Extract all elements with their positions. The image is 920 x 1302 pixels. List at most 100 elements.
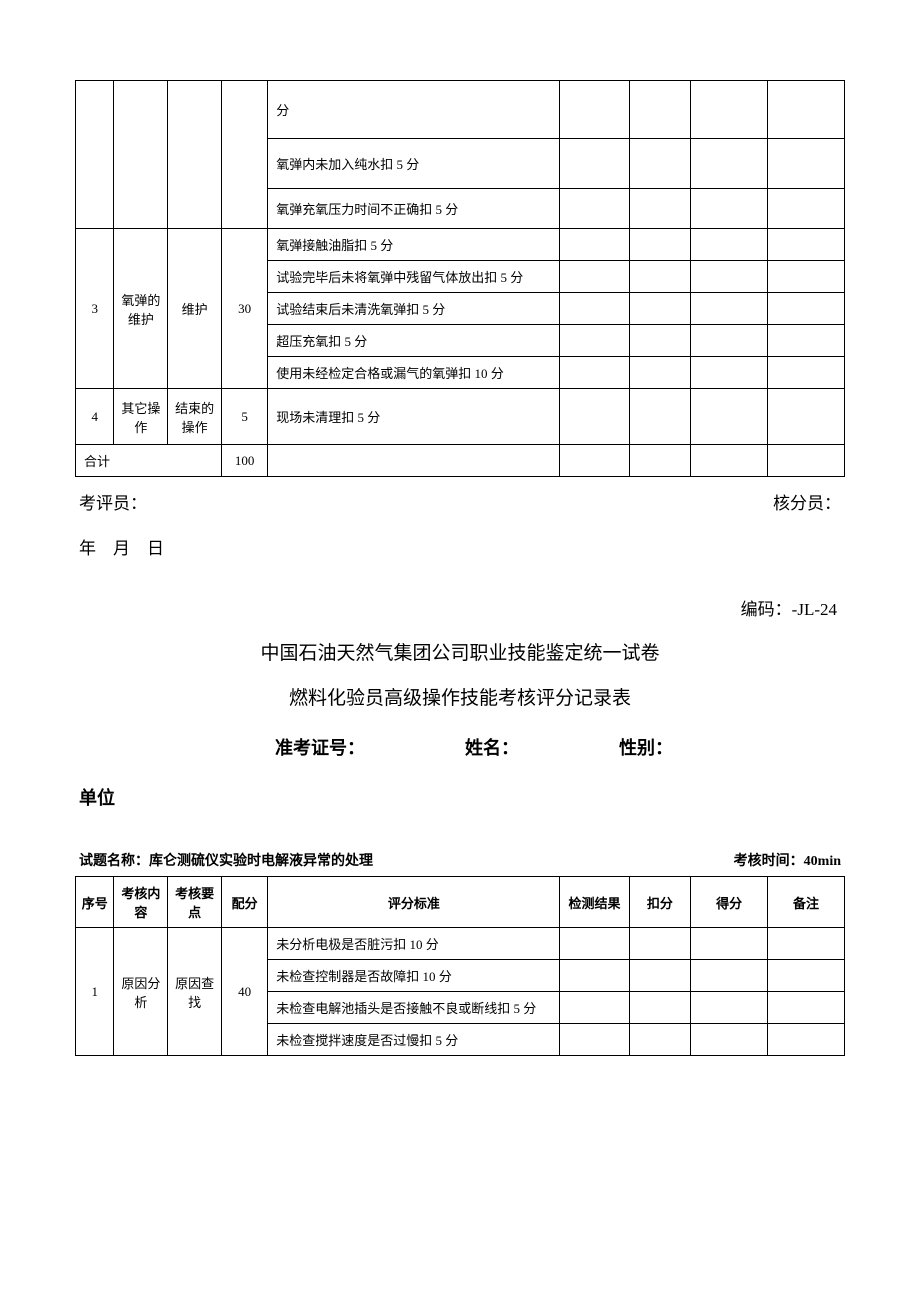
empty-cell: [768, 189, 845, 229]
empty-cell: [629, 357, 691, 389]
empty-cell: [629, 992, 691, 1024]
standard-cell: 氧弹接触油脂扣 5 分: [268, 229, 560, 261]
empty-cell: [560, 325, 629, 357]
header-standard: 评分标准: [268, 877, 560, 928]
header-result: 检测结果: [560, 877, 629, 928]
empty-cell: [629, 960, 691, 992]
code-label: 编码：-JL-24: [75, 595, 845, 620]
cell: 5: [222, 389, 268, 445]
name-label: 姓名：: [465, 734, 519, 760]
empty-cell: [691, 139, 768, 189]
empty-cell: [691, 293, 768, 325]
standard-cell: 未检查搅拌速度是否过慢扣 5 分: [268, 1024, 560, 1056]
cell: 原因分析: [114, 928, 168, 1056]
empty-cell: [691, 445, 768, 477]
cell: 其它操作: [114, 389, 168, 445]
cell: 1: [76, 928, 114, 1056]
empty-cell: [691, 389, 768, 445]
main-title: 中国石油天然气集团公司职业技能鉴定统一试卷: [75, 638, 845, 665]
cell: 结束的操作: [168, 389, 222, 445]
empty-cell: [768, 229, 845, 261]
empty-cell: [768, 992, 845, 1024]
empty-cell: [560, 261, 629, 293]
empty-cell: [560, 81, 629, 139]
empty-cell: [629, 139, 691, 189]
empty-cell: [629, 445, 691, 477]
test-info-row: 试题名称：库仑测硫仪实验时电解液异常的处理 考核时间：40min: [75, 850, 845, 870]
empty-cell: [629, 261, 691, 293]
subtitle: 燃料化验员高级操作技能考核评分记录表: [75, 683, 845, 710]
empty-cell: [629, 389, 691, 445]
empty-cell: [629, 81, 691, 139]
empty-cell: [768, 445, 845, 477]
standard-cell: 试验结束后未清洗氧弹扣 5 分: [268, 293, 560, 325]
empty-cell: [560, 293, 629, 325]
standard-cell: 未检查控制器是否故障扣 10 分: [268, 960, 560, 992]
cell: [114, 81, 168, 229]
cell: 维护: [168, 229, 222, 389]
unit-label: 单位: [75, 784, 845, 810]
empty-cell: [768, 960, 845, 992]
empty-cell: [768, 1024, 845, 1056]
empty-cell: [629, 189, 691, 229]
empty-cell: [629, 293, 691, 325]
empty-cell: [691, 960, 768, 992]
table2-header-row: 序号 考核内容 考核要点 配分 评分标准 检测结果 扣分 得分 备注: [76, 877, 845, 928]
empty-cell: [691, 189, 768, 229]
total-score: 100: [222, 445, 268, 477]
header-deduct: 扣分: [629, 877, 691, 928]
empty-cell: [768, 928, 845, 960]
empty-cell: [560, 445, 629, 477]
cell: 3: [76, 229, 114, 389]
cell: 40: [222, 928, 268, 1056]
empty-cell: [768, 81, 845, 139]
header-content: 考核内容: [114, 877, 168, 928]
empty-cell: [560, 960, 629, 992]
standard-cell: 氧弹充氧压力时间不正确扣 5 分: [268, 189, 560, 229]
empty-cell: [560, 139, 629, 189]
cell: 氧弹的维护: [114, 229, 168, 389]
cell: 原因查找: [168, 928, 222, 1056]
cell: [222, 81, 268, 229]
standard-cell: 分: [268, 81, 560, 139]
test-name-label: 试题名称：库仑测硫仪实验时电解液异常的处理: [79, 850, 373, 870]
cell: 30: [222, 229, 268, 389]
header-score: 配分: [222, 877, 268, 928]
empty-cell: [629, 1024, 691, 1056]
empty-cell: [691, 928, 768, 960]
empty-cell: [768, 389, 845, 445]
table-row: 4其它操作结束的操作5现场未清理扣 5 分: [76, 389, 845, 445]
standard-cell: 未检查电解池插头是否接触不良或断线扣 5 分: [268, 992, 560, 1024]
empty-cell: [629, 229, 691, 261]
standard-cell: 未分析电极是否脏污扣 10 分: [268, 928, 560, 960]
empty-cell: [691, 81, 768, 139]
header-point: 考核要点: [168, 877, 222, 928]
header-remark: 备注: [768, 877, 845, 928]
empty-cell: [691, 229, 768, 261]
cell: [168, 81, 222, 229]
info-row: 准考证号： 姓名： 性别：: [75, 734, 845, 760]
cell: 4: [76, 389, 114, 445]
empty-cell: [768, 293, 845, 325]
score-table-2: 序号 考核内容 考核要点 配分 评分标准 检测结果 扣分 得分 备注 1原因分析…: [75, 876, 845, 1056]
empty-cell: [768, 325, 845, 357]
examiner-label: 考评员：: [79, 489, 147, 514]
table-row: 1原因分析原因查找40未分析电极是否脏污扣 10 分: [76, 928, 845, 960]
standard-cell: 试验完毕后未将氧弹中残留气体放出扣 5 分: [268, 261, 560, 293]
empty-cell: [560, 389, 629, 445]
total-row: 合计100: [76, 445, 845, 477]
empty-cell: [560, 357, 629, 389]
header-get: 得分: [691, 877, 768, 928]
standard-cell: 超压充氧扣 5 分: [268, 325, 560, 357]
score-table-1: 分氧弹内未加入纯水扣 5 分氧弹充氧压力时间不正确扣 5 分3氧弹的维护维护30…: [75, 80, 845, 477]
empty-cell: [768, 357, 845, 389]
examiner-scorer-row: 考评员： 核分员：: [75, 489, 845, 514]
standard-cell: 使用未经检定合格或漏气的氧弹扣 10 分: [268, 357, 560, 389]
empty-cell: [691, 261, 768, 293]
header-seq: 序号: [76, 877, 114, 928]
empty-cell: [560, 992, 629, 1024]
empty-cell: [560, 229, 629, 261]
test-time-label: 考核时间：40min: [734, 850, 841, 870]
gender-label: 性别：: [619, 734, 673, 760]
table-row: 3氧弹的维护维护30氧弹接触油脂扣 5 分: [76, 229, 845, 261]
